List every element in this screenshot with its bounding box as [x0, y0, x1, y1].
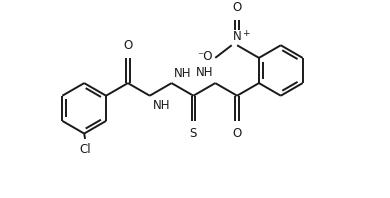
- Text: Cl: Cl: [79, 143, 91, 156]
- Text: ⁻O: ⁻O: [197, 50, 213, 64]
- Text: O: O: [123, 39, 133, 51]
- Text: N: N: [233, 30, 241, 44]
- Text: O: O: [232, 1, 242, 14]
- Text: +: +: [242, 29, 249, 38]
- Text: NH: NH: [174, 67, 192, 80]
- Text: O: O: [232, 127, 242, 140]
- Text: NH: NH: [152, 99, 170, 112]
- Text: S: S: [190, 127, 197, 140]
- Text: NH: NH: [196, 67, 213, 80]
